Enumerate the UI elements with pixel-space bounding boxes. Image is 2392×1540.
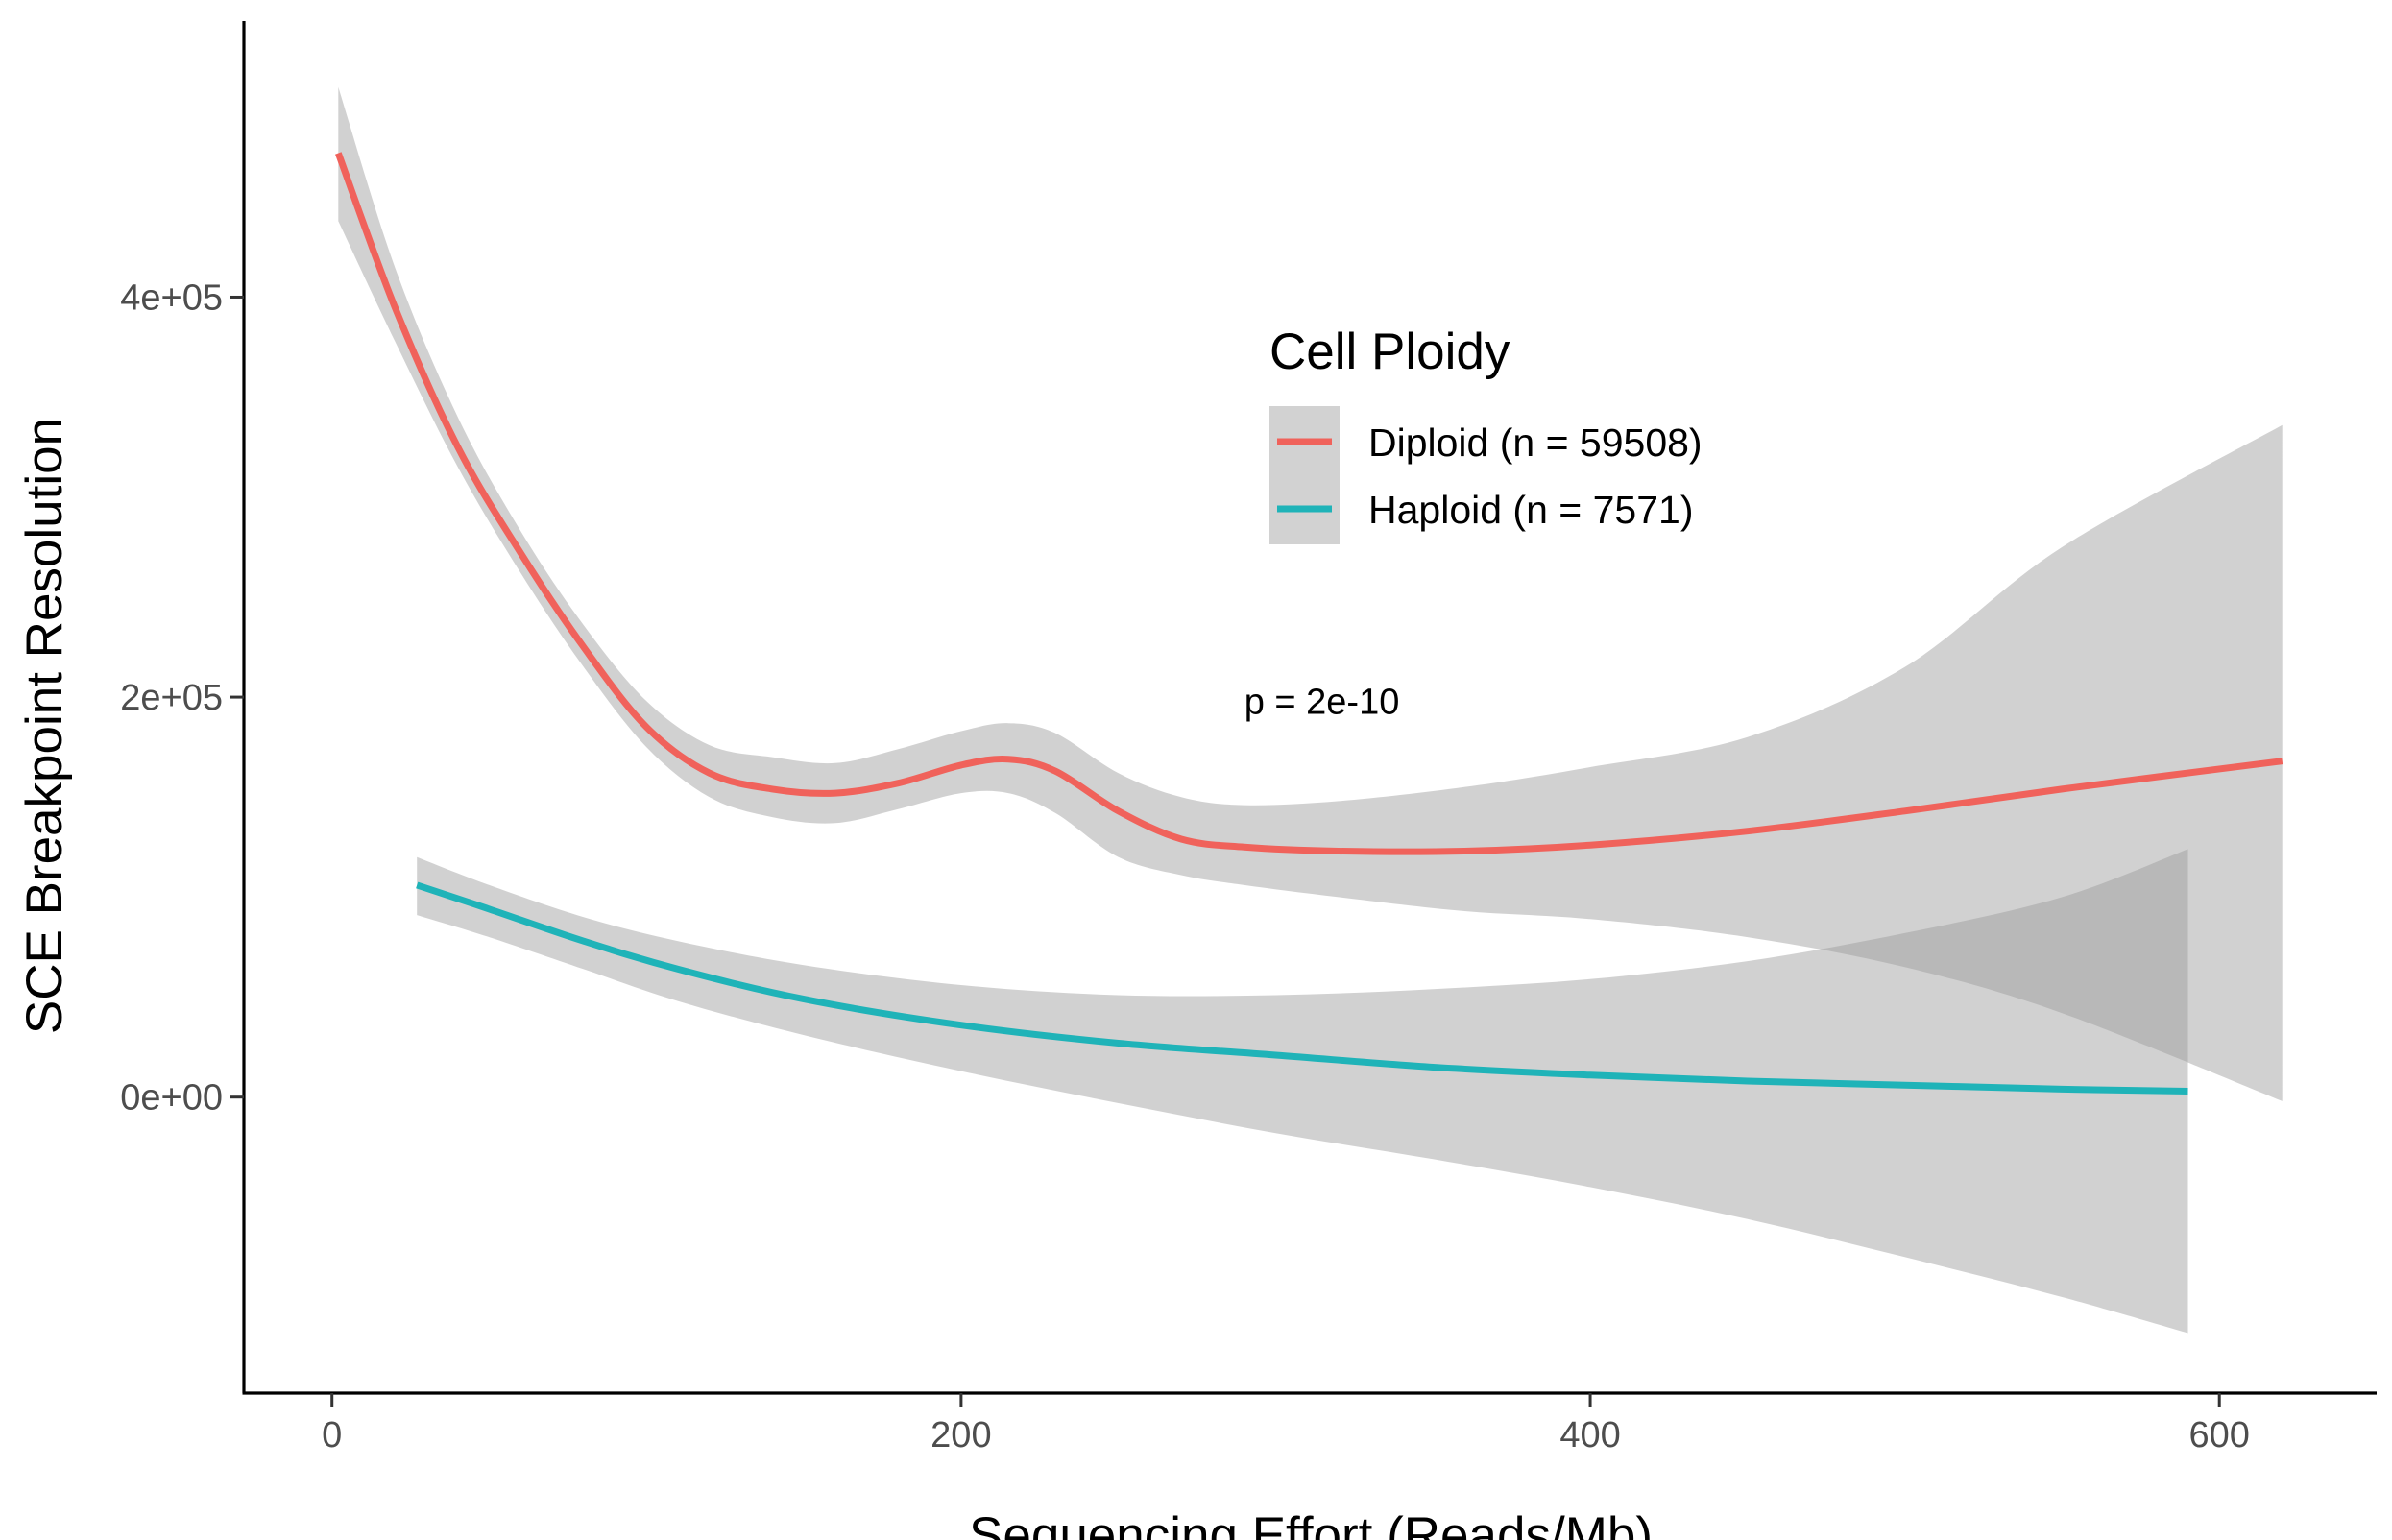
confidence-band-haploid: [417, 849, 2188, 1334]
plot-bands: [338, 86, 2283, 1334]
legend-label-diploid: Diploid (n = 59508): [1368, 421, 1703, 465]
x-tick-label: 200: [930, 1415, 991, 1456]
x-ticks: 0 200 400 600: [322, 1393, 2250, 1456]
x-tick-label: 400: [1559, 1415, 1620, 1456]
y-tick-label: 2e+05: [120, 678, 223, 718]
p-value-annotation: p = 2e-10: [1244, 682, 1400, 722]
legend-key-background: [1269, 406, 1340, 544]
y-ticks: 0e+00 2e+05 4e+05: [120, 277, 244, 1119]
x-tick-label: 0: [322, 1415, 342, 1456]
legend-title: Cell Ploidy: [1269, 324, 1510, 380]
series-line-haploid: [416, 881, 2188, 1095]
legend: Cell Ploidy Diploid (n = 59508) Haploid …: [1269, 324, 1703, 544]
y-axis-title: SCE Breakpoint Resolution: [16, 418, 73, 1034]
confidence-band-diploid: [338, 86, 2283, 1101]
y-tick-label: 0e+00: [120, 1078, 223, 1119]
plot-lines: [335, 152, 2283, 1095]
y-tick-label: 4e+05: [120, 277, 223, 318]
series-line-diploid: [335, 152, 2283, 855]
x-axis-title: Sequencing Effort (Reads/Mb): [969, 1507, 1653, 1540]
x-tick-label: 600: [2189, 1415, 2250, 1456]
legend-label-haploid: Haploid (n = 7571): [1368, 488, 1693, 532]
